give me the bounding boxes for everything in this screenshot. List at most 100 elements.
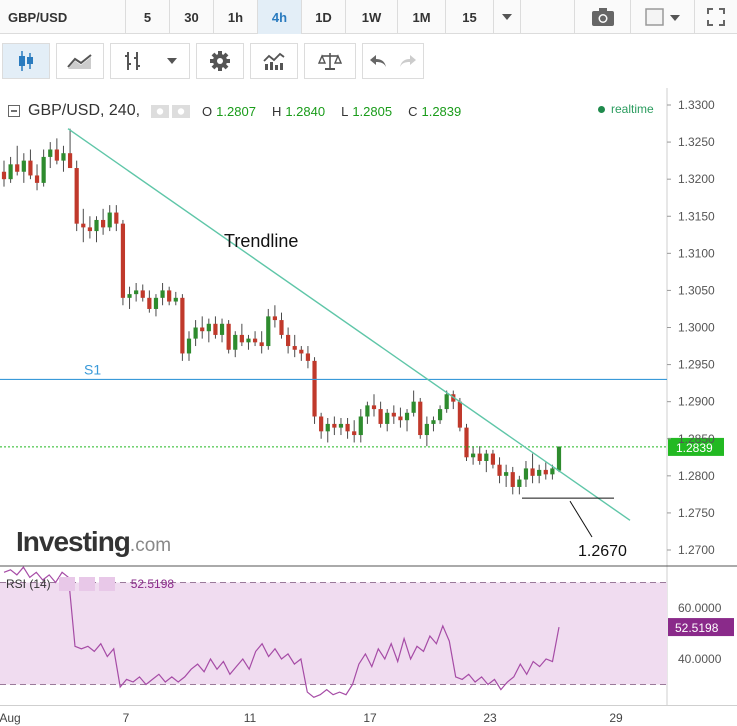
candles-chart-button[interactable] <box>2 43 50 79</box>
time-tick-label: 7 <box>123 711 130 725</box>
collapse-icon[interactable] <box>8 105 20 117</box>
candle-up <box>504 472 509 476</box>
candle-up <box>61 153 66 161</box>
candle-up <box>94 219 99 232</box>
candle-down <box>305 353 311 361</box>
candle-down <box>67 153 73 169</box>
price-tick-label: 1.2800 <box>678 469 715 483</box>
timeframe-label: 1W <box>361 9 382 25</box>
candle-down <box>226 323 231 350</box>
fullscreen-button[interactable] <box>695 0 737 34</box>
price-tick-label: 1.3250 <box>678 135 715 149</box>
screenshot-button[interactable] <box>575 0 631 34</box>
timeframe-1d[interactable]: 1D <box>302 0 346 34</box>
candle-down <box>378 409 383 424</box>
candle-down <box>54 149 59 161</box>
indicators-icon <box>263 52 285 70</box>
timeframe-5[interactable]: 5 <box>126 0 170 34</box>
fullscreen-icon <box>707 8 725 26</box>
status-dot <box>598 105 605 113</box>
layout-square-icon <box>644 8 680 26</box>
candle-up <box>160 290 165 298</box>
compare-button[interactable] <box>304 43 356 79</box>
low-label: L <box>341 103 349 119</box>
trendline <box>67 128 631 521</box>
candle-down <box>252 338 258 343</box>
candle-down <box>299 349 304 354</box>
undo-redo-group <box>362 43 424 79</box>
indicators-button[interactable] <box>250 43 298 79</box>
candle-down <box>477 453 482 461</box>
candle-down <box>279 320 284 335</box>
realtime-label: realtime <box>611 102 654 116</box>
price-tick-label: 1.2900 <box>678 395 715 409</box>
line-chart-button[interactable] <box>56 43 104 79</box>
candle-down <box>371 405 377 410</box>
timeframe-1w[interactable]: 1W <box>346 0 398 34</box>
rsi-settings-icon[interactable] <box>58 577 117 591</box>
candle-down <box>490 453 496 465</box>
time-tick-label: 23 <box>483 711 497 725</box>
rsi-legend: RSI (14) 52.5198 <box>6 577 174 591</box>
realtime-indicator: realtime <box>598 102 654 116</box>
candle-up <box>233 334 238 350</box>
candle-down <box>286 334 291 347</box>
timeframe-30[interactable]: 30 <box>170 0 214 34</box>
rsi-tick-label: 40.0000 <box>678 652 722 666</box>
time-tick-label: Aug <box>0 711 21 725</box>
symbol-selector[interactable]: GBP/USD <box>0 0 126 34</box>
candle-up <box>266 316 271 347</box>
redo-icon[interactable] <box>399 54 417 68</box>
high-value: 1.2840 <box>285 103 326 119</box>
settings-button[interactable] <box>196 43 244 79</box>
candle-down <box>34 175 40 183</box>
timeframe-label: 15 <box>462 9 477 25</box>
layout-button[interactable] <box>631 0 695 34</box>
candle-up <box>523 468 529 480</box>
candle-down <box>120 223 126 298</box>
series-settings-icon[interactable] <box>150 103 192 119</box>
candle-down <box>292 346 297 350</box>
candle-up <box>556 446 562 471</box>
candlestick-icon <box>19 51 33 71</box>
timeframe-dropdown[interactable] <box>494 0 521 34</box>
candle-down <box>167 290 172 302</box>
candle-down <box>510 472 515 487</box>
rsi-band <box>0 582 667 685</box>
timeframe-1h[interactable]: 1h <box>214 0 258 34</box>
candle-down <box>101 219 106 228</box>
low-callout-label: 1.2670 <box>578 543 627 560</box>
toolbar-spacer <box>521 0 575 33</box>
timeframe-15[interactable]: 15 <box>446 0 494 34</box>
candle-up <box>206 323 211 332</box>
candle-up <box>517 479 522 487</box>
candle-up <box>437 409 443 421</box>
rsi-name: RSI (14) <box>6 577 51 591</box>
time-tick-label: 17 <box>363 711 377 725</box>
open-label: O <box>202 103 213 119</box>
candle-up <box>41 156 46 183</box>
rsi-tick-label: 60.0000 <box>678 601 722 615</box>
timeframe-label: 1M <box>412 9 431 25</box>
chart-type-dropdown[interactable] <box>110 43 190 79</box>
candle-up <box>365 405 370 417</box>
brand-suffix: .com <box>129 535 172 556</box>
drawing-toolbar <box>0 38 737 84</box>
symbol-label: GBP/USD <box>8 9 68 25</box>
candle-up <box>484 453 489 461</box>
price-tick-label: 1.3300 <box>678 98 715 112</box>
candle-up <box>21 160 26 172</box>
candle-down <box>398 416 403 421</box>
timeframe-1m[interactable]: 1M <box>398 0 446 34</box>
timeframe-4h[interactable]: 4h <box>258 0 302 34</box>
rsi-value-label: 52.5198 <box>675 621 719 635</box>
candle-down <box>272 316 277 321</box>
candle-down <box>312 360 317 417</box>
brand-name: Investing <box>16 526 131 557</box>
support-label: S1 <box>84 361 101 377</box>
candle-down <box>1 171 7 180</box>
price-chart[interactable]: S1 1.2839 Trendline 1.2670 1.3300 1.3250 1.32… <box>0 88 737 726</box>
undo-icon[interactable] <box>369 54 387 68</box>
candle-up <box>431 420 436 424</box>
